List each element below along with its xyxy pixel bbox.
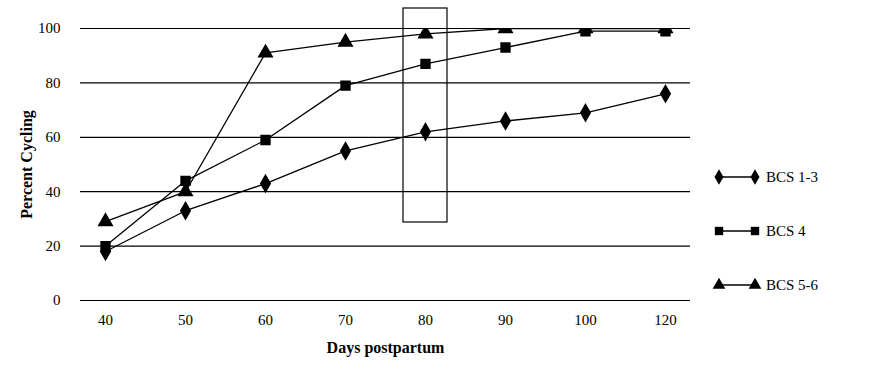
svg-text:90: 90 (498, 312, 513, 328)
svg-text:120: 120 (654, 312, 677, 328)
svg-text:80: 80 (46, 75, 61, 91)
svg-text:70: 70 (338, 312, 353, 328)
svg-text:0: 0 (53, 292, 61, 308)
svg-text:100: 100 (574, 312, 597, 328)
svg-text:80: 80 (418, 312, 433, 328)
html-text:BCS 5-6: BCS 5-6 (766, 276, 819, 293)
svg-text:20: 20 (46, 238, 61, 254)
html-text:BCS 4: BCS 4 (766, 222, 806, 239)
svg-text:40: 40 (98, 312, 113, 328)
svg-text:60: 60 (46, 129, 61, 145)
svg-text:60: 60 (258, 312, 273, 328)
svg-text:100: 100 (38, 20, 61, 36)
html-text:BCS 1-3: BCS 1-3 (766, 168, 819, 185)
svg-text:50: 50 (178, 312, 193, 328)
svg-text:Days postpartum: Days postpartum (327, 339, 445, 357)
svg-text:40: 40 (46, 184, 61, 200)
svg-text:Percent Cycling: Percent Cycling (18, 110, 36, 219)
